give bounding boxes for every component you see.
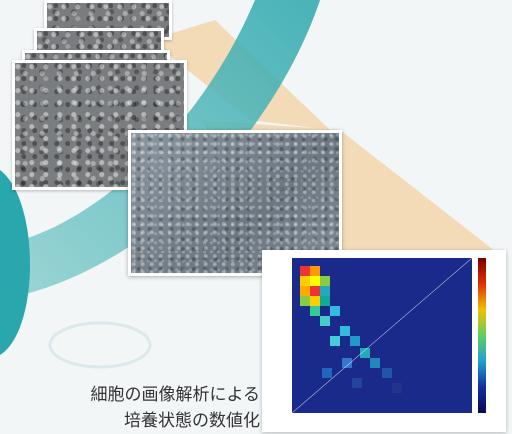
enlarged-microscope-image (128, 130, 342, 276)
teal-crescent (0, 170, 30, 355)
caption-line-2: 培養状態の数値化 (124, 411, 260, 431)
caption-line-1: 細胞の画像解析による (90, 385, 261, 405)
petri-dish (48, 321, 152, 369)
heatmap-colorbar (478, 258, 486, 413)
caption: 細胞の画像解析による 培養状態の数値化 (91, 382, 261, 434)
heatmap-area (292, 258, 472, 413)
heatmap-plot (262, 250, 506, 432)
